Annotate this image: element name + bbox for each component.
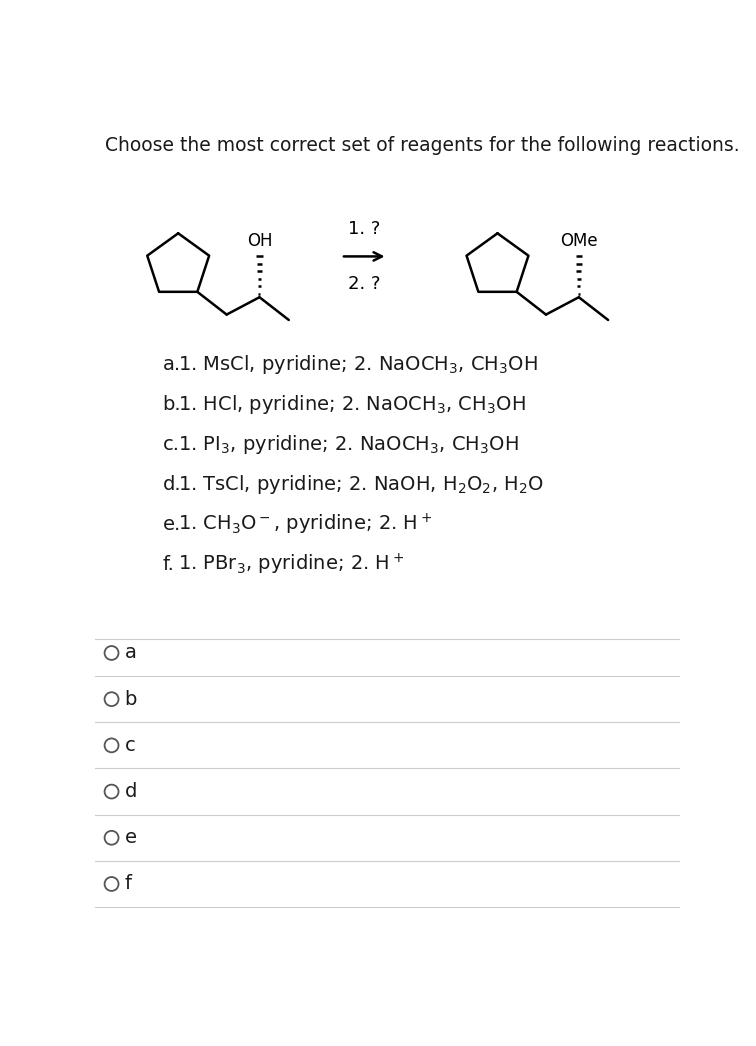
Text: e.: e.	[163, 515, 181, 533]
Text: OH: OH	[246, 232, 272, 250]
Text: 1. PI$_3$, pyridine; 2. NaOCH$_3$, CH$_3$OH: 1. PI$_3$, pyridine; 2. NaOCH$_3$, CH$_3…	[178, 433, 519, 456]
Text: d.: d.	[163, 475, 181, 494]
Text: a.: a.	[163, 355, 181, 373]
Text: d: d	[125, 782, 137, 801]
Text: c: c	[125, 736, 135, 755]
Text: b: b	[125, 689, 137, 709]
Text: c.: c.	[163, 435, 180, 454]
Text: 1. CH$_3$O$^-$, pyridine; 2. H$^+$: 1. CH$_3$O$^-$, pyridine; 2. H$^+$	[178, 511, 432, 537]
Text: f: f	[125, 874, 132, 893]
Text: 1. ?: 1. ?	[348, 220, 380, 237]
Text: 1. TsCl, pyridine; 2. NaOH, H$_2$O$_2$, H$_2$O: 1. TsCl, pyridine; 2. NaOH, H$_2$O$_2$, …	[178, 473, 544, 496]
Text: OMe: OMe	[560, 232, 597, 250]
Text: 2. ?: 2. ?	[348, 275, 380, 293]
Text: 1. HCl, pyridine; 2. NaOCH$_3$, CH$_3$OH: 1. HCl, pyridine; 2. NaOCH$_3$, CH$_3$OH	[178, 392, 526, 415]
Text: f.: f.	[163, 555, 175, 574]
Text: a: a	[125, 643, 137, 662]
Text: e: e	[125, 828, 137, 847]
Text: 1. PBr$_3$, pyridine; 2. H$^+$: 1. PBr$_3$, pyridine; 2. H$^+$	[178, 552, 404, 577]
Text: b.: b.	[163, 394, 181, 414]
Text: Choose the most correct set of reagents for the following reactions.: Choose the most correct set of reagents …	[105, 136, 740, 155]
Text: 1. MsCl, pyridine; 2. NaOCH$_3$, CH$_3$OH: 1. MsCl, pyridine; 2. NaOCH$_3$, CH$_3$O…	[178, 353, 538, 376]
